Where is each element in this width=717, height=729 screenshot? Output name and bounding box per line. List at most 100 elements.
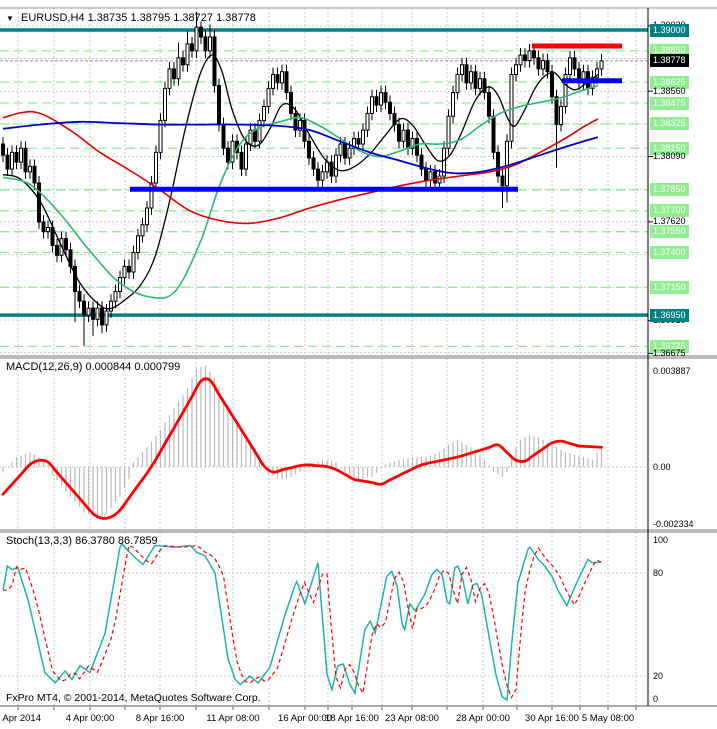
- candle-body: [172, 68, 176, 80]
- candle-body: [212, 36, 217, 87]
- stoch-k-line: [2, 542, 602, 702]
- candle-body: [487, 92, 491, 117]
- candle-body: [73, 265, 77, 292]
- candle-body: [19, 147, 23, 163]
- candle-body: [568, 57, 572, 76]
- candle-body: [455, 74, 460, 94]
- candle-body: [415, 137, 419, 156]
- candle-body: [1, 143, 5, 156]
- candle-body: [5, 154, 10, 170]
- candle-body: [280, 71, 284, 84]
- candle-body: [190, 43, 194, 52]
- candle-body: [554, 96, 559, 126]
- candle-body: [199, 26, 203, 38]
- candle-body: [221, 124, 226, 149]
- candle-body: [374, 96, 379, 106]
- candle-body: [284, 71, 289, 94]
- candle-body: [145, 207, 149, 226]
- ma-medium-green: [2, 84, 599, 300]
- candle-body: [32, 165, 37, 184]
- candle-body: [64, 238, 68, 251]
- candle-body: [239, 151, 244, 170]
- candle-body: [266, 87, 271, 107]
- candle-body: [271, 74, 275, 89]
- candle-body: [505, 140, 509, 187]
- candle-body: [464, 64, 469, 84]
- candle-body: [424, 168, 428, 181]
- candle-body: [91, 307, 95, 320]
- candle-body: [347, 147, 352, 159]
- candle-body: [428, 171, 433, 181]
- candle-body: [365, 112, 370, 131]
- candle-body: [113, 290, 118, 302]
- candle-body: [55, 245, 59, 256]
- candle-body: [329, 161, 334, 177]
- candle-body: [158, 119, 163, 153]
- candle-body: [307, 140, 311, 159]
- ma-fast-black: [2, 54, 599, 310]
- candle-body: [397, 124, 401, 142]
- candle-body: [527, 50, 532, 62]
- candle-body: [451, 92, 455, 117]
- candle-body: [136, 235, 140, 254]
- candle-body: [28, 165, 32, 173]
- candle-body: [104, 310, 109, 326]
- candle-body: [356, 137, 361, 145]
- candle-body: [496, 151, 500, 177]
- candle-body: [325, 161, 329, 173]
- candle-body: [433, 171, 437, 184]
- candle-body: [572, 57, 577, 70]
- candle-body: [550, 71, 554, 98]
- candle-body: [379, 92, 383, 106]
- stoch-d-line: [3, 544, 602, 699]
- candle-body: [478, 78, 482, 89]
- candle-body: [500, 175, 505, 187]
- candle-body: [532, 50, 536, 59]
- candle-body: [388, 101, 392, 114]
- candle-body: [469, 71, 473, 84]
- candle-body: [230, 140, 235, 163]
- candle-body: [194, 26, 199, 52]
- candle-body: [320, 171, 325, 181]
- candle-body: [167, 68, 172, 89]
- candle-body: [442, 147, 446, 177]
- macd-signal-line: [1, 377, 603, 520]
- candle-body: [599, 60, 604, 70]
- candle-body: [293, 112, 298, 131]
- candle-body: [140, 224, 145, 237]
- candle-body: [41, 221, 46, 233]
- candle-body: [122, 265, 127, 279]
- candle-body: [541, 60, 545, 70]
- candle-body: [217, 85, 221, 126]
- candle-body: [82, 300, 86, 316]
- candle-body: [343, 143, 347, 159]
- candle-body: [338, 143, 343, 156]
- candle-body: [446, 115, 451, 149]
- candle-body: [86, 307, 91, 316]
- candle-body: [109, 300, 113, 312]
- candle-body: [248, 129, 253, 145]
- candle-body: [37, 182, 41, 223]
- candle-body: [406, 129, 410, 149]
- candle-body: [491, 115, 496, 153]
- candle-body: [10, 151, 14, 170]
- candle-body: [311, 157, 316, 170]
- candle-body: [149, 182, 154, 209]
- candle-body: [419, 154, 424, 170]
- candle-body: [383, 92, 388, 103]
- candle-body: [46, 226, 50, 233]
- candle-body: [514, 64, 518, 76]
- candle-body: [460, 64, 464, 76]
- candle-body: [185, 43, 190, 66]
- candle-body: [302, 119, 307, 142]
- candle-body: [23, 147, 28, 173]
- candle-body: [262, 105, 266, 121]
- candle-body: [473, 71, 478, 89]
- candle-body: [370, 96, 374, 114]
- candle-body: [595, 68, 599, 78]
- candle-body: [298, 119, 302, 131]
- candle-body: [334, 154, 338, 177]
- candle-body: [100, 307, 104, 326]
